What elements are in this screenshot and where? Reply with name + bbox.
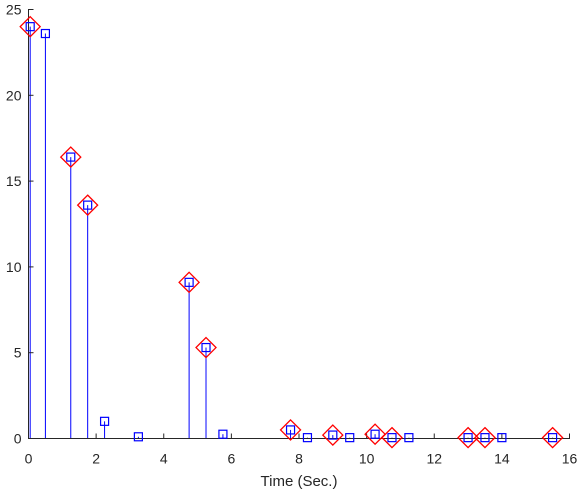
square-marker	[328, 430, 338, 440]
ticks: 0 2 4 6 8 10 12 14 16 0 5 10 15 20 25	[6, 2, 578, 467]
square-marker	[285, 425, 296, 435]
diamond-marker	[364, 423, 386, 446]
square-marker	[99, 416, 110, 426]
x-tick-label: 6	[227, 451, 235, 467]
diamond-marker	[19, 15, 42, 38]
square-marker	[345, 433, 355, 443]
square-marker	[40, 28, 51, 39]
diamond-marker	[59, 146, 82, 168]
y-tick-label: 15	[6, 173, 22, 189]
square-marker	[404, 433, 414, 443]
x-tick-label: 10	[359, 451, 375, 467]
diamond-marker	[195, 336, 217, 359]
square-marker	[547, 433, 558, 443]
square-marker	[480, 433, 490, 443]
square-marker	[25, 22, 35, 32]
square-marker	[497, 433, 507, 443]
x-tick-label: 0	[25, 451, 33, 467]
y-tick-label: 10	[6, 259, 22, 275]
y-tick-label: 25	[6, 2, 22, 18]
x-tick-label: 2	[92, 451, 100, 467]
stem-lines	[29, 26, 554, 439]
diamond-marker	[541, 426, 564, 449]
diamond-marker	[178, 271, 201, 294]
diamond-marker	[76, 194, 99, 217]
y-tick-label: 0	[14, 431, 22, 447]
square-marker	[66, 152, 76, 162]
x-tick-label: 8	[295, 451, 303, 467]
x-tick-label: 12	[426, 451, 442, 467]
x-tick-label: 16	[562, 451, 578, 467]
square-marker	[387, 433, 397, 443]
square-marker	[370, 429, 380, 439]
x-tick-label: 4	[160, 451, 168, 467]
y-tick-label: 20	[6, 87, 22, 103]
diamond-marker	[474, 426, 496, 449]
y-tick-label: 5	[14, 345, 22, 361]
diamond-marker	[321, 424, 344, 446]
square-marker	[302, 433, 313, 443]
square-marker	[184, 277, 194, 287]
diamond-marker	[279, 419, 302, 441]
axes	[28, 9, 570, 439]
x-tick-label: 14	[494, 451, 510, 467]
square-marker	[83, 200, 93, 210]
square-marker	[133, 432, 143, 442]
square-marker	[201, 342, 211, 353]
diamond-marker	[381, 426, 403, 449]
square-marker	[463, 433, 473, 443]
square-marker	[218, 429, 228, 439]
diamond-marker	[457, 426, 479, 449]
x-axis-label: Time (Sec.)	[261, 473, 338, 490]
markers	[19, 15, 564, 449]
